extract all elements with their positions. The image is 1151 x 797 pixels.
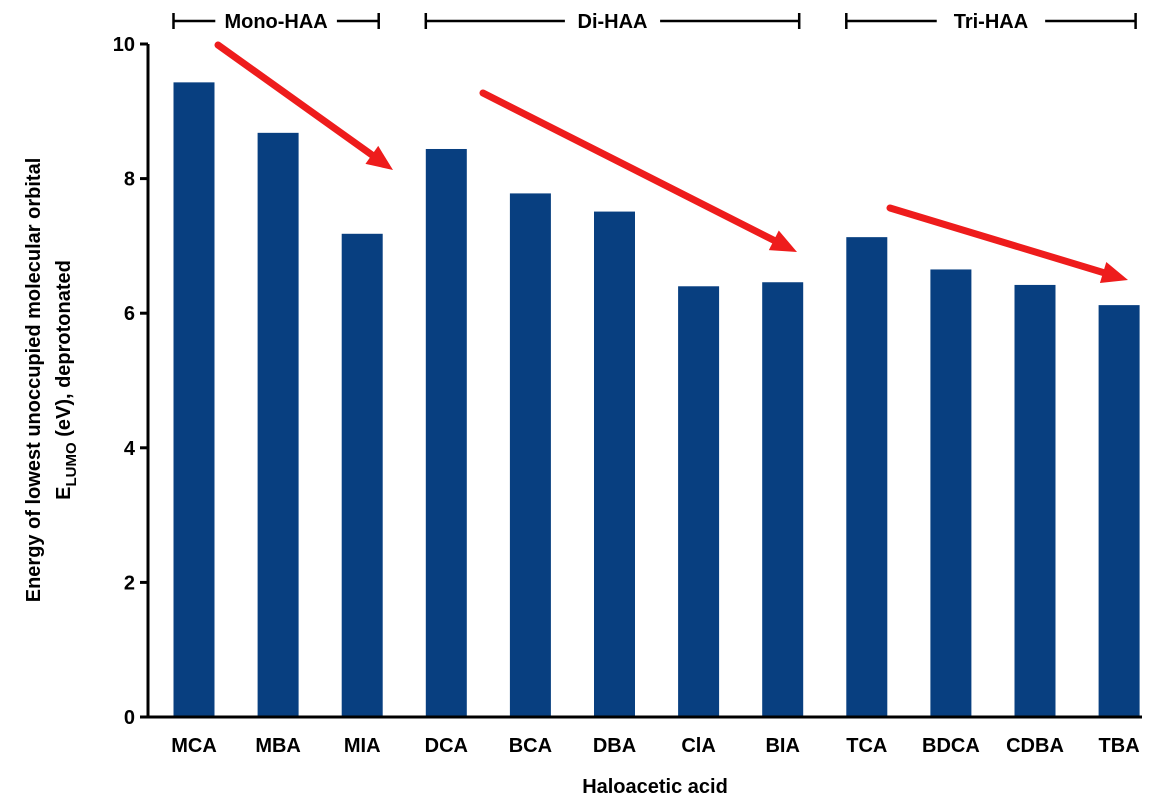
y-tick-label: 0 (124, 707, 135, 729)
bar-cla (678, 286, 720, 717)
bar-cdba (1014, 284, 1056, 717)
x-tick-label-cdba: CDBA (1006, 735, 1064, 757)
x-tick-label-tba: TBA (1099, 735, 1140, 757)
group-label-1: Di-HAA (578, 11, 648, 33)
y-tick-label: 4 (124, 438, 136, 460)
x-tick-label-mia: MIA (344, 735, 381, 757)
group-label-2: Tri-HAA (954, 11, 1028, 33)
x-tick-label-bdca: BDCA (922, 735, 980, 757)
x-tick-label-dba: DBA (593, 735, 636, 757)
y-axis-title-line2: ELUMO (eV), deprotonated (53, 260, 80, 500)
x-axis-title: Haloacetic acid (582, 776, 728, 797)
y-tick-label: 2 (124, 572, 135, 594)
axes (146, 44, 1142, 719)
bar-tca (846, 237, 888, 717)
bar-bia (762, 282, 804, 717)
bar-dba (594, 211, 635, 717)
trend-arrow-head-1 (768, 230, 797, 252)
y-tick-label: 6 (124, 303, 135, 325)
trend-arrow-shaft-2 (886, 204, 1107, 276)
trend-arrows (214, 41, 1128, 284)
group-label-0: Mono-HAA (224, 11, 327, 33)
trend-arrow-shaft-1 (479, 89, 778, 244)
trend-arrow-head-0 (365, 145, 393, 170)
bar-bdca (930, 269, 972, 717)
x-tick-label-dca: DCA (425, 735, 468, 757)
trend-arrow-shaft-0 (214, 41, 376, 159)
x-tick-label-cla: ClA (681, 735, 715, 757)
trend-arrow-head-2 (1099, 261, 1128, 284)
y-axis-title-line1: Energy of lowest unoccupied molecular or… (23, 158, 45, 603)
x-tick-label-tca: TCA (846, 735, 887, 757)
bar-mba (257, 132, 299, 717)
x-tick-label-bia: BIA (765, 735, 799, 757)
bar-bca (509, 193, 551, 717)
bar-dca (425, 148, 467, 717)
bar-tba (1098, 305, 1140, 717)
x-tick-label-mba: MBA (255, 735, 301, 757)
y-ticks: 0 2 4 6 8 10 (113, 34, 148, 729)
y-axis-title: Energy of lowest unoccupied molecular or… (23, 158, 80, 603)
x-tick-label-mca: MCA (171, 735, 217, 757)
y-tick-label: 8 (124, 169, 135, 191)
bar-mca (173, 82, 215, 717)
y-tick-label: 10 (113, 34, 135, 56)
group-brackets: Mono-HAA Di-HAA Tri-HAA (172, 11, 1137, 33)
bar-mia (341, 233, 383, 717)
x-tick-labels: MCA MBA MIA DCA BCA DBA ClA BIA TCA BDCA CDBA TBA (171, 735, 1140, 757)
x-tick-label-bca: BCA (509, 735, 552, 757)
bars-group (173, 82, 1140, 717)
